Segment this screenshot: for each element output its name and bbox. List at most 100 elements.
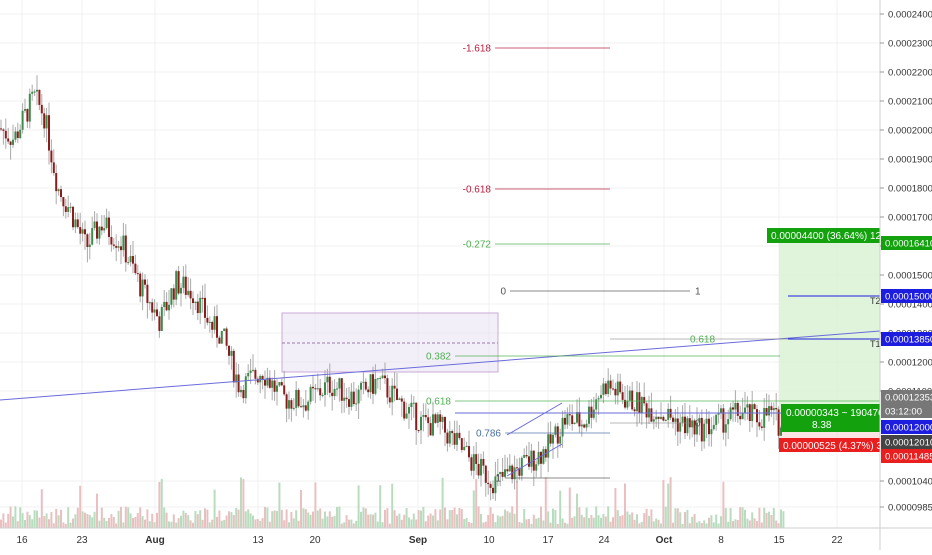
candle-body [576, 412, 578, 423]
x-tick-label: 10 [483, 535, 495, 546]
candle-body [211, 321, 214, 330]
volume-bar [679, 512, 682, 528]
candle-body [542, 449, 545, 464]
volume-bar [242, 479, 245, 528]
candle-body [268, 377, 271, 388]
candle-body [652, 419, 655, 422]
candle-body [242, 389, 245, 399]
volume-bar [496, 515, 499, 528]
volume-bar [314, 482, 317, 528]
candle-body [770, 406, 773, 411]
candle-body [225, 328, 228, 346]
volume-bar [62, 522, 65, 528]
target-label: T2 [870, 296, 881, 306]
time-axis[interactable]: 16 23 Aug 13 20 Sep 10 17 24 Oct 8 15 22 [0, 527, 932, 546]
candle-body [60, 189, 62, 198]
volume-bar [112, 516, 115, 528]
candle-body [204, 297, 206, 318]
candle-body [393, 385, 396, 389]
volume-bar [429, 513, 432, 528]
volume-bar [151, 513, 154, 528]
volume-bar [297, 520, 300, 528]
candle-body [705, 418, 708, 424]
volume-bar [746, 518, 749, 528]
candle-body [633, 409, 636, 412]
candle-body [24, 109, 26, 111]
candle-body [758, 422, 761, 427]
candle-body [376, 378, 379, 380]
candle-body [636, 392, 638, 412]
candle-body [724, 424, 727, 433]
candle-body [12, 139, 14, 145]
volume-bar [187, 515, 190, 528]
volume-bar [765, 512, 768, 528]
candle-body [746, 404, 749, 408]
candle-body [703, 423, 706, 442]
volume-bar [28, 515, 31, 528]
volume-bar [69, 522, 72, 528]
candle-body [81, 229, 84, 234]
candle-body [273, 380, 276, 392]
candle-body [753, 404, 756, 410]
volume-bar [400, 519, 403, 528]
volume-bar [494, 522, 497, 528]
volume-bar [420, 510, 422, 528]
candle-body [352, 391, 355, 405]
candle-body [482, 458, 485, 466]
volume-bar [583, 517, 586, 528]
price-label-bg [881, 236, 932, 250]
price-label: 0.00013850 [885, 335, 932, 346]
range-label-bg [781, 404, 880, 432]
volume-bar [333, 515, 336, 528]
channel-upper [506, 402, 563, 436]
candle-body [432, 414, 434, 436]
candle-body [463, 446, 466, 450]
candle-body [43, 113, 46, 129]
candle-body [153, 309, 156, 313]
candle-body [602, 383, 605, 395]
candle-body [230, 350, 233, 356]
volume-bar [206, 509, 209, 528]
candle-body [508, 465, 511, 472]
candle-body [19, 129, 22, 138]
volume-bar [780, 509, 782, 528]
candle-body [554, 426, 557, 435]
candle-body [136, 273, 139, 275]
candle-body [499, 471, 502, 475]
volume-bar [588, 518, 590, 528]
volume-bar [585, 507, 588, 528]
candle-body [0, 128, 2, 130]
volume-bar [410, 519, 413, 528]
volume-bar [684, 512, 686, 528]
candle-body [736, 402, 739, 416]
volume-layer [0, 477, 785, 528]
candle-body [163, 301, 166, 308]
candle-body [201, 297, 204, 299]
candle-body [148, 302, 151, 304]
candle-body [540, 451, 542, 464]
volume-bar [772, 507, 775, 528]
volume-bar [686, 509, 689, 528]
volume-bar [127, 507, 130, 528]
candle-body [290, 400, 293, 409]
volume-bar [427, 515, 430, 528]
volume-bar [662, 480, 665, 528]
candle-body [144, 279, 146, 285]
candle-body [549, 434, 552, 444]
volume-bar [624, 483, 626, 528]
volume-bar [734, 519, 737, 528]
candle-body [340, 378, 343, 401]
fib-level-label: 0.786 [476, 429, 501, 440]
candle-body [252, 369, 254, 371]
volume-bar [748, 520, 751, 528]
volume-bar [218, 510, 221, 528]
candle-body [168, 304, 170, 311]
candle-body [513, 467, 516, 480]
candle-body [228, 345, 230, 356]
candle-body [360, 382, 362, 390]
